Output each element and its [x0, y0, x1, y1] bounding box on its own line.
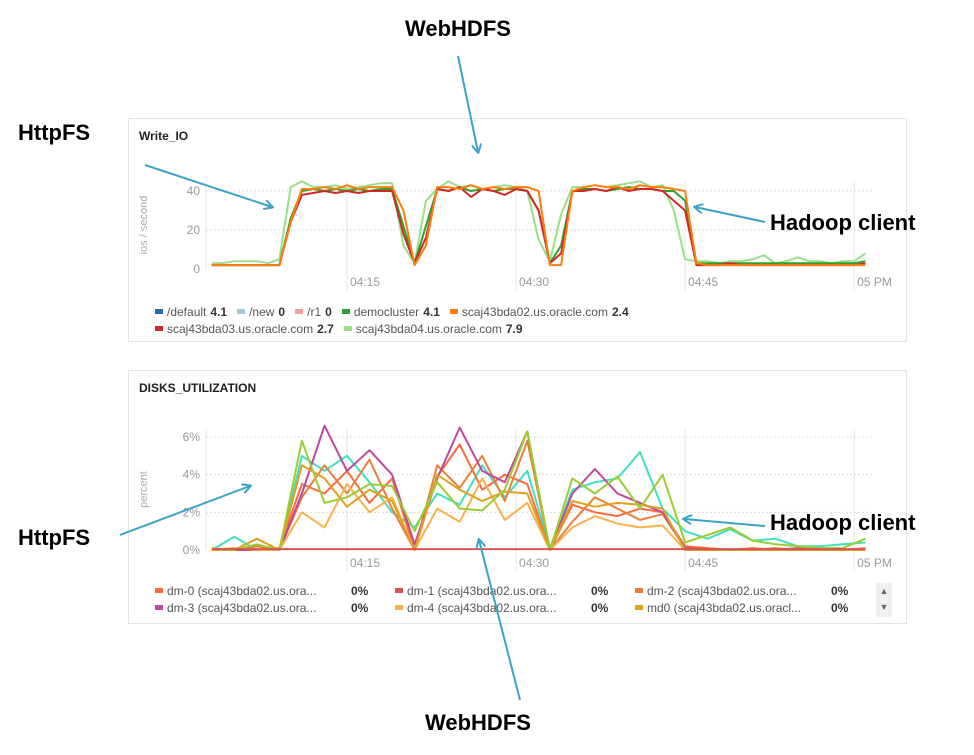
legend-value: 0% [351, 583, 369, 598]
x-tick-label: 04:30 [519, 556, 549, 570]
scroll-down-button[interactable]: ▼ [879, 602, 889, 612]
webhdfs-label-bottom: WebHDFS [425, 710, 531, 735]
legend-value: 0% [831, 600, 849, 615]
y-tick-label: 2% [183, 505, 201, 519]
legend-swatch-icon [635, 605, 643, 610]
legend-item[interactable]: dm-0 (scaj43bda02.us.ora... 0% [155, 584, 385, 598]
legend-row: dm-3 (scaj43bda02.us.ora... 0% dm-4 (scaj4… [155, 599, 865, 616]
legend-swatch-icon [295, 309, 304, 314]
legend-label: scaj43bda02.us.oracle.com [461, 304, 608, 319]
x-tick-label: 04:15 [350, 556, 380, 570]
legend-item[interactable]: dm-1 (scaj43bda02.us.ora... 0% [395, 584, 625, 598]
legend-row: /default 4.1/new 0/r1 0 democluster 4.1 scaj43… [155, 303, 629, 320]
webhdfs-label-top: WebHDFS [405, 16, 511, 41]
legend-value: 0% [591, 600, 609, 615]
write-io-legend: /default 4.1/new 0/r1 0 democluster 4.1 scaj43… [155, 303, 629, 337]
series-line [211, 430, 866, 551]
legend-swatch-icon [237, 309, 246, 314]
write-io-title: Write_IO [139, 129, 189, 143]
legend-label: dm-0 (scaj43bda02.us.ora... [167, 583, 317, 598]
legend-label: /r1 [307, 304, 322, 319]
legend-item[interactable]: scaj43bda04.us.oracle.com 7.9 [343, 321, 523, 336]
hadoop-client-label-bottom: Hadoop client [770, 510, 916, 535]
legend-item[interactable]: democluster 4.1 [341, 304, 440, 319]
y-axis-label: ios / second [138, 196, 150, 255]
legend-row: dm-0 (scaj43bda02.us.ora... 0% dm-1 (scaj4… [155, 582, 865, 599]
legend-item[interactable]: /new 0 [237, 305, 285, 319]
legend-label: scaj43bda04.us.oracle.com [355, 321, 502, 336]
x-tick-label: 04:30 [519, 275, 549, 289]
y-tick-label: 6% [183, 430, 201, 444]
legend-swatch-icon [341, 309, 350, 314]
y-tick-label: 4% [183, 468, 201, 482]
legend-item[interactable]: md0 (scaj43bda02.us.oracl... 0% [635, 601, 865, 615]
y-tick-label: 20 [187, 223, 201, 237]
legend-value: 0% [591, 583, 609, 598]
legend-label: dm-3 (scaj43bda02.us.ora... [167, 600, 317, 615]
legend-item[interactable]: dm-2 (scaj43bda02.us.ora... 0% [635, 584, 865, 598]
legend-value: 0 [325, 304, 332, 319]
disks-utilization-title: DISKS_UTILIZATION [139, 381, 257, 395]
legend-item[interactable]: scaj43bda02.us.oracle.com 2.4 [449, 304, 629, 319]
legend-swatch-icon [155, 605, 163, 610]
legend-item[interactable]: /r1 0 [295, 305, 332, 319]
httpfs-label-top: HttpFS [18, 120, 91, 145]
legend-value: 2.4 [611, 304, 629, 319]
legend-item[interactable]: scaj43bda03.us.oracle.com 2.7 [155, 322, 334, 336]
legend-value: 0 [278, 304, 286, 319]
legend-value: 0% [351, 600, 369, 615]
legend-label: dm-4 (scaj43bda02.us.ora... [407, 600, 557, 615]
legend-value: 4.1 [423, 304, 440, 319]
legend-swatch-icon [449, 309, 458, 314]
write-io-panel: Write_IO 04:15 04:30 04:45 05 PM 0 20 40 ios / … [128, 118, 907, 342]
legend-scrollbar[interactable]: ▲ ▼ [876, 583, 892, 617]
hadoop-client-label-top: Hadoop client [770, 210, 916, 235]
y-axis-label: percent [138, 471, 150, 508]
legend-value: 0% [831, 583, 849, 598]
legend-label: dm-2 (scaj43bda02.us.ora... [647, 583, 797, 598]
legend-value: 2.7 [317, 321, 334, 336]
write-io-chart: 04:15 04:30 04:45 05 PM 0 20 40 ios / second [138, 180, 892, 291]
legend-label: md0 (scaj43bda02.us.oracl... [647, 600, 802, 615]
legend-item[interactable]: dm-3 (scaj43bda02.us.ora... 0% [155, 601, 385, 615]
disks-utilization-panel: DISKS_UTILIZATION 04:15 04:30 04:45 05 PM 0%… [128, 370, 907, 624]
legend-swatch-icon [635, 588, 643, 593]
x-tick-label: 04:45 [688, 275, 718, 289]
x-tick-label: 04:15 [350, 275, 380, 289]
legend-value: 4.1 [210, 304, 228, 319]
series-line [211, 186, 866, 267]
legend-value: 7.9 [505, 321, 523, 336]
legend-label: scaj43bda03.us.oracle.com [167, 321, 314, 336]
httpfs-label-bottom: HttpFS [18, 525, 91, 550]
x-tick-label: 05 PM [857, 275, 892, 289]
y-tick-label: 0 [193, 262, 200, 276]
series-line [211, 186, 866, 267]
legend-swatch-icon [395, 588, 403, 593]
disks-utilization-legend: dm-0 (scaj43bda02.us.ora... 0% dm-1 (scaj4… [155, 582, 865, 616]
legend-label: dm-1 (scaj43bda02.us.ora... [407, 583, 557, 598]
x-tick-label: 04:45 [688, 556, 718, 570]
scroll-up-button[interactable]: ▲ [879, 586, 889, 596]
legend-swatch-icon [155, 588, 163, 593]
legend-swatch-icon [155, 309, 163, 314]
legend-label: democluster [353, 304, 420, 319]
legend-item[interactable]: /default 4.1 [155, 305, 227, 319]
legend-swatch-icon [155, 326, 163, 331]
legend-label: /default [167, 304, 207, 319]
series-line [211, 184, 866, 267]
y-tick-label: 0% [183, 543, 201, 557]
legend-label: /new [249, 304, 275, 319]
legend-row: scaj43bda03.us.oracle.com 2.7 scaj43bda04.… [155, 320, 629, 337]
legend-item[interactable]: dm-4 (scaj43bda02.us.ora... 0% [395, 601, 625, 615]
y-tick-label: 40 [187, 184, 201, 198]
legend-swatch-icon [395, 605, 403, 610]
x-tick-label: 05 PM [857, 556, 892, 570]
legend-swatch-icon [343, 326, 352, 331]
